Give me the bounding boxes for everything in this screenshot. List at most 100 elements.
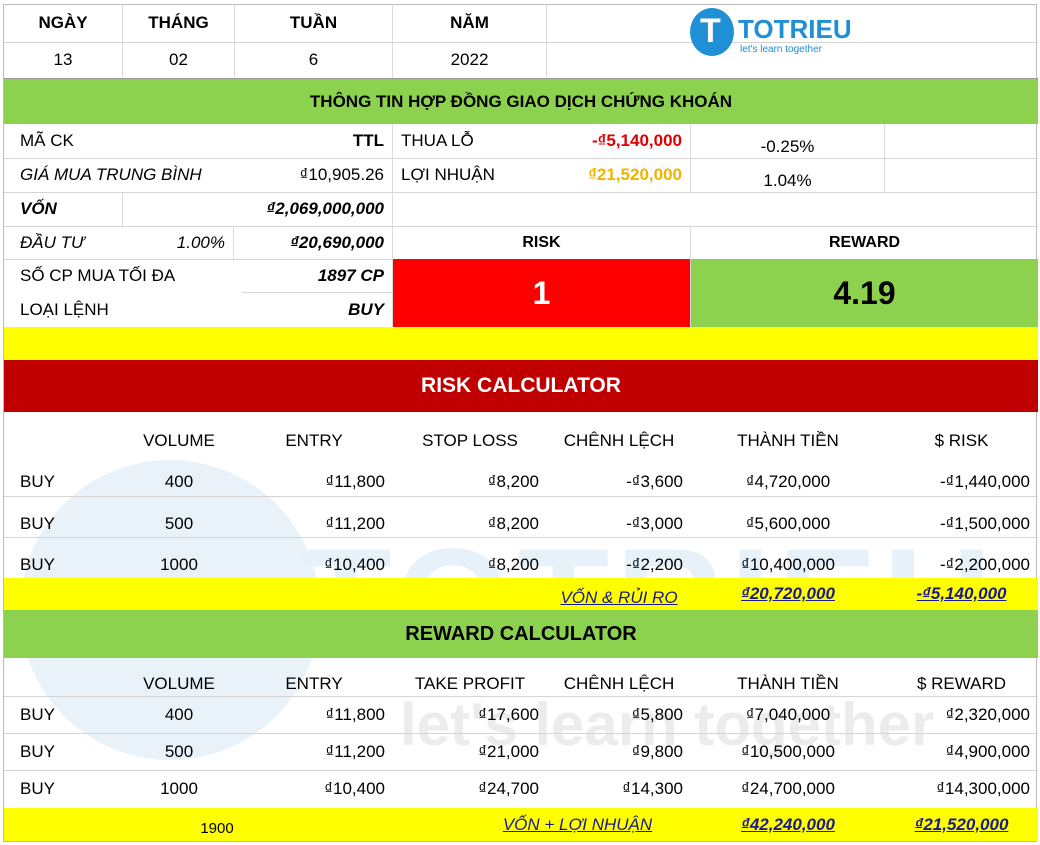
reward-row-1-entry[interactable]: ₫11,800 [325,704,385,724]
risk-row-1-risk: -₫1,440,000 [939,472,1030,491]
von-value[interactable]: ₫2,069,000,000 [123,192,393,226]
risk-row-3-chenh-lech: -₫2,200 [626,554,683,574]
reward-row-2-chenh-lech: ₫9,800 [631,741,683,761]
max-shares-value[interactable]: 1897 CP [242,259,393,293]
reward-row-1-reward: ₫2,320,000 [945,704,1030,724]
risk-row-1-chenh-lech: -₫3,600 [626,472,683,491]
risk-total-row: VỐN & RỦI RO ₫20,720,000 -₫5,140,000 [4,578,1038,610]
risk-row-3-entry[interactable]: ₫10,400 [324,554,385,574]
risk-col-risk: $ RISK [934,431,989,450]
reward-row-3-chenh-lech: ₫14,300 [622,779,683,798]
reward-col-entry: ENTRY [285,674,343,693]
contract-title-bar: THÔNG TIN HỢP ĐỒNG GIAO DỊCH CHỨNG KHOÁN [4,79,1038,124]
thua-lo-label: THUA LỖ [401,131,474,150]
month-label: THÁNG [123,4,235,42]
risk-calc-title: RISK CALCULATOR [421,374,621,397]
risk-col-chenh-lech: CHÊNH LỆCH [563,431,675,450]
max-shares-label: SỐ CP MUA TỐI ĐA [20,266,176,285]
dau-tu-label: ĐẦU TƯ [20,232,85,252]
risk-row-2-stop-loss[interactable]: ₫8,200 [487,513,539,533]
reward-row-2-side: BUY [20,741,55,761]
reward-total-label: VỐN + LỢI NHUẬN [502,814,653,834]
risk-row-1-stop-loss[interactable]: ₫8,200 [487,472,539,491]
risk-total-amount: ₫20,720,000 [741,584,835,603]
thua-lo-pct[interactable]: -0.25% [691,124,885,158]
row-von: VỐN ₫2,069,000,000 [4,192,1038,227]
risk-row-3-risk: -₫2,200,000 [939,554,1030,574]
risk-row-2-side: BUY [20,513,55,533]
risk-total-risk: -₫5,140,000 [916,584,1007,603]
risk-row-2-volume[interactable]: 500 [164,513,194,533]
risk-col-thanh-tien: THÀNH TIỀN [737,431,839,450]
month-value[interactable]: 02 [123,42,235,78]
reward-row-3-side: BUY [20,779,55,798]
reward-label: REWARD [828,233,901,251]
reward-col-take-profit: TAKE PROFIT [414,674,526,693]
reward-col-thanh-tien: THÀNH TIỀN [737,674,839,693]
risk-row-3-side: BUY [20,554,55,574]
week-label: TUẦN [235,4,393,42]
avg-price-label: GIÁ MUA TRUNG BÌNH [20,165,202,184]
table-row: BUY 500 ₫11,200 ₫8,200 -₫3,000 ₫5,600,00… [4,496,1038,538]
reward-row-3-thanh-tien: ₫24,700,000 [741,779,835,798]
date-header-row: NGÀY THÁNG TUẦN NĂM [4,4,1038,43]
watermark-tagline: let's learn together [400,691,935,758]
reward-row-1-take-profit[interactable]: ₫17,600 [478,704,539,724]
thua-lo-value[interactable]: -₫5,140,000 [543,124,691,158]
risk-row-1-entry[interactable]: ₫11,800 [325,472,385,491]
ma-ck-value[interactable]: TTL [242,124,393,158]
reward-row-2-thanh-tien: ₫10,500,000 [741,741,835,761]
year-label: NĂM [393,4,547,42]
row-shares-order: SỐ CP MUA TỐI ĐA 1897 CP LOẠI LỆNH BUY 1… [4,259,1038,327]
contract-title: THÔNG TIN HỢP ĐỒNG GIAO DỊCH CHỨNG KHOÁN [309,91,733,111]
reward-row-2-volume[interactable]: 500 [164,741,194,761]
risk-row-3-stop-loss[interactable]: ₫8,200 [487,554,539,574]
dau-tu-pct[interactable]: 1.00% [123,226,234,259]
avg-price-value[interactable]: ₫10,905.26 [242,158,393,192]
reward-value[interactable]: 4.19 [691,259,1038,327]
reward-col-chenh-lech: CHÊNH LỆCH [563,674,675,693]
risk-row-1-thanh-tien: ₫4,720,000 [745,472,831,491]
reward-row-1-chenh-lech: ₫5,800 [631,704,683,724]
reward-row-2-reward: ₫4,900,000 [945,741,1030,761]
reward-total-reward: ₫21,520,000 [914,814,1009,834]
risk-label: RISK [393,226,691,259]
reward-row-3-entry[interactable]: ₫10,400 [324,779,385,798]
day-value[interactable]: 13 [4,42,123,78]
order-type-value[interactable]: BUY [242,293,393,327]
table-row: BUY 400 ₫11,800 ₫17,600 ₫5,800 ₫7,040,00… [4,696,1038,734]
risk-calc-title-bar: RISK CALCULATOR [4,360,1038,412]
yellow-spacer [4,327,1038,360]
reward-header-row: VOLUME ENTRY TAKE PROFIT CHÊNH LỆCH THÀN… [4,658,1038,697]
day-label: NGÀY [4,4,123,42]
ma-ck-label: MÃ CK [20,131,74,150]
table-row: BUY 400 ₫11,800 ₫8,200 -₫3,600 ₫4,720,00… [4,454,1038,497]
order-type-label: LOẠI LỆNH [20,300,109,319]
loi-nhuan-value[interactable]: ₫21,520,000 [543,158,691,192]
reward-row-2-take-profit[interactable]: ₫21,000 [478,741,539,761]
reward-row-2-entry[interactable]: ₫11,200 [325,741,385,761]
dau-tu-value[interactable]: ₫20,690,000 [234,226,393,259]
reward-row-3-volume[interactable]: 1000 [160,779,198,798]
risk-col-entry: ENTRY [285,431,343,450]
reward-row-3-take-profit[interactable]: ₫24,700 [478,779,539,798]
risk-row-3-thanh-tien: ₫10,400,000 [741,554,835,574]
risk-value[interactable]: 1 [393,259,691,327]
reward-row-3-reward: ₫14,300,000 [936,779,1030,798]
week-value[interactable]: 6 [235,42,393,78]
reward-total-volume: 1900 [200,820,234,837]
date-values-row: 13 02 6 2022 [4,42,1038,79]
row-dau-tu: ĐẦU TƯ 1.00% ₫20,690,000 RISK REWARD [4,226,1038,260]
logo-tagline: let's learn together [740,44,822,55]
year-value[interactable]: 2022 [393,42,547,78]
risk-row-2-entry[interactable]: ₫11,200 [325,513,385,533]
reward-calc-title: REWARD CALCULATOR [405,622,637,645]
risk-row-1-volume[interactable]: 400 [164,472,194,491]
table-row: BUY 1000 ₫10,400 ₫8,200 -₫2,200 ₫10,400,… [4,537,1038,578]
reward-total-amount: ₫42,240,000 [741,814,835,834]
risk-row-3-volume[interactable]: 1000 [160,554,198,574]
loi-nhuan-pct[interactable]: 1.04% [691,158,885,192]
reward-row-1-side: BUY [20,704,55,724]
reward-row-1-volume[interactable]: 400 [164,704,194,724]
risk-col-volume: VOLUME [143,431,215,450]
